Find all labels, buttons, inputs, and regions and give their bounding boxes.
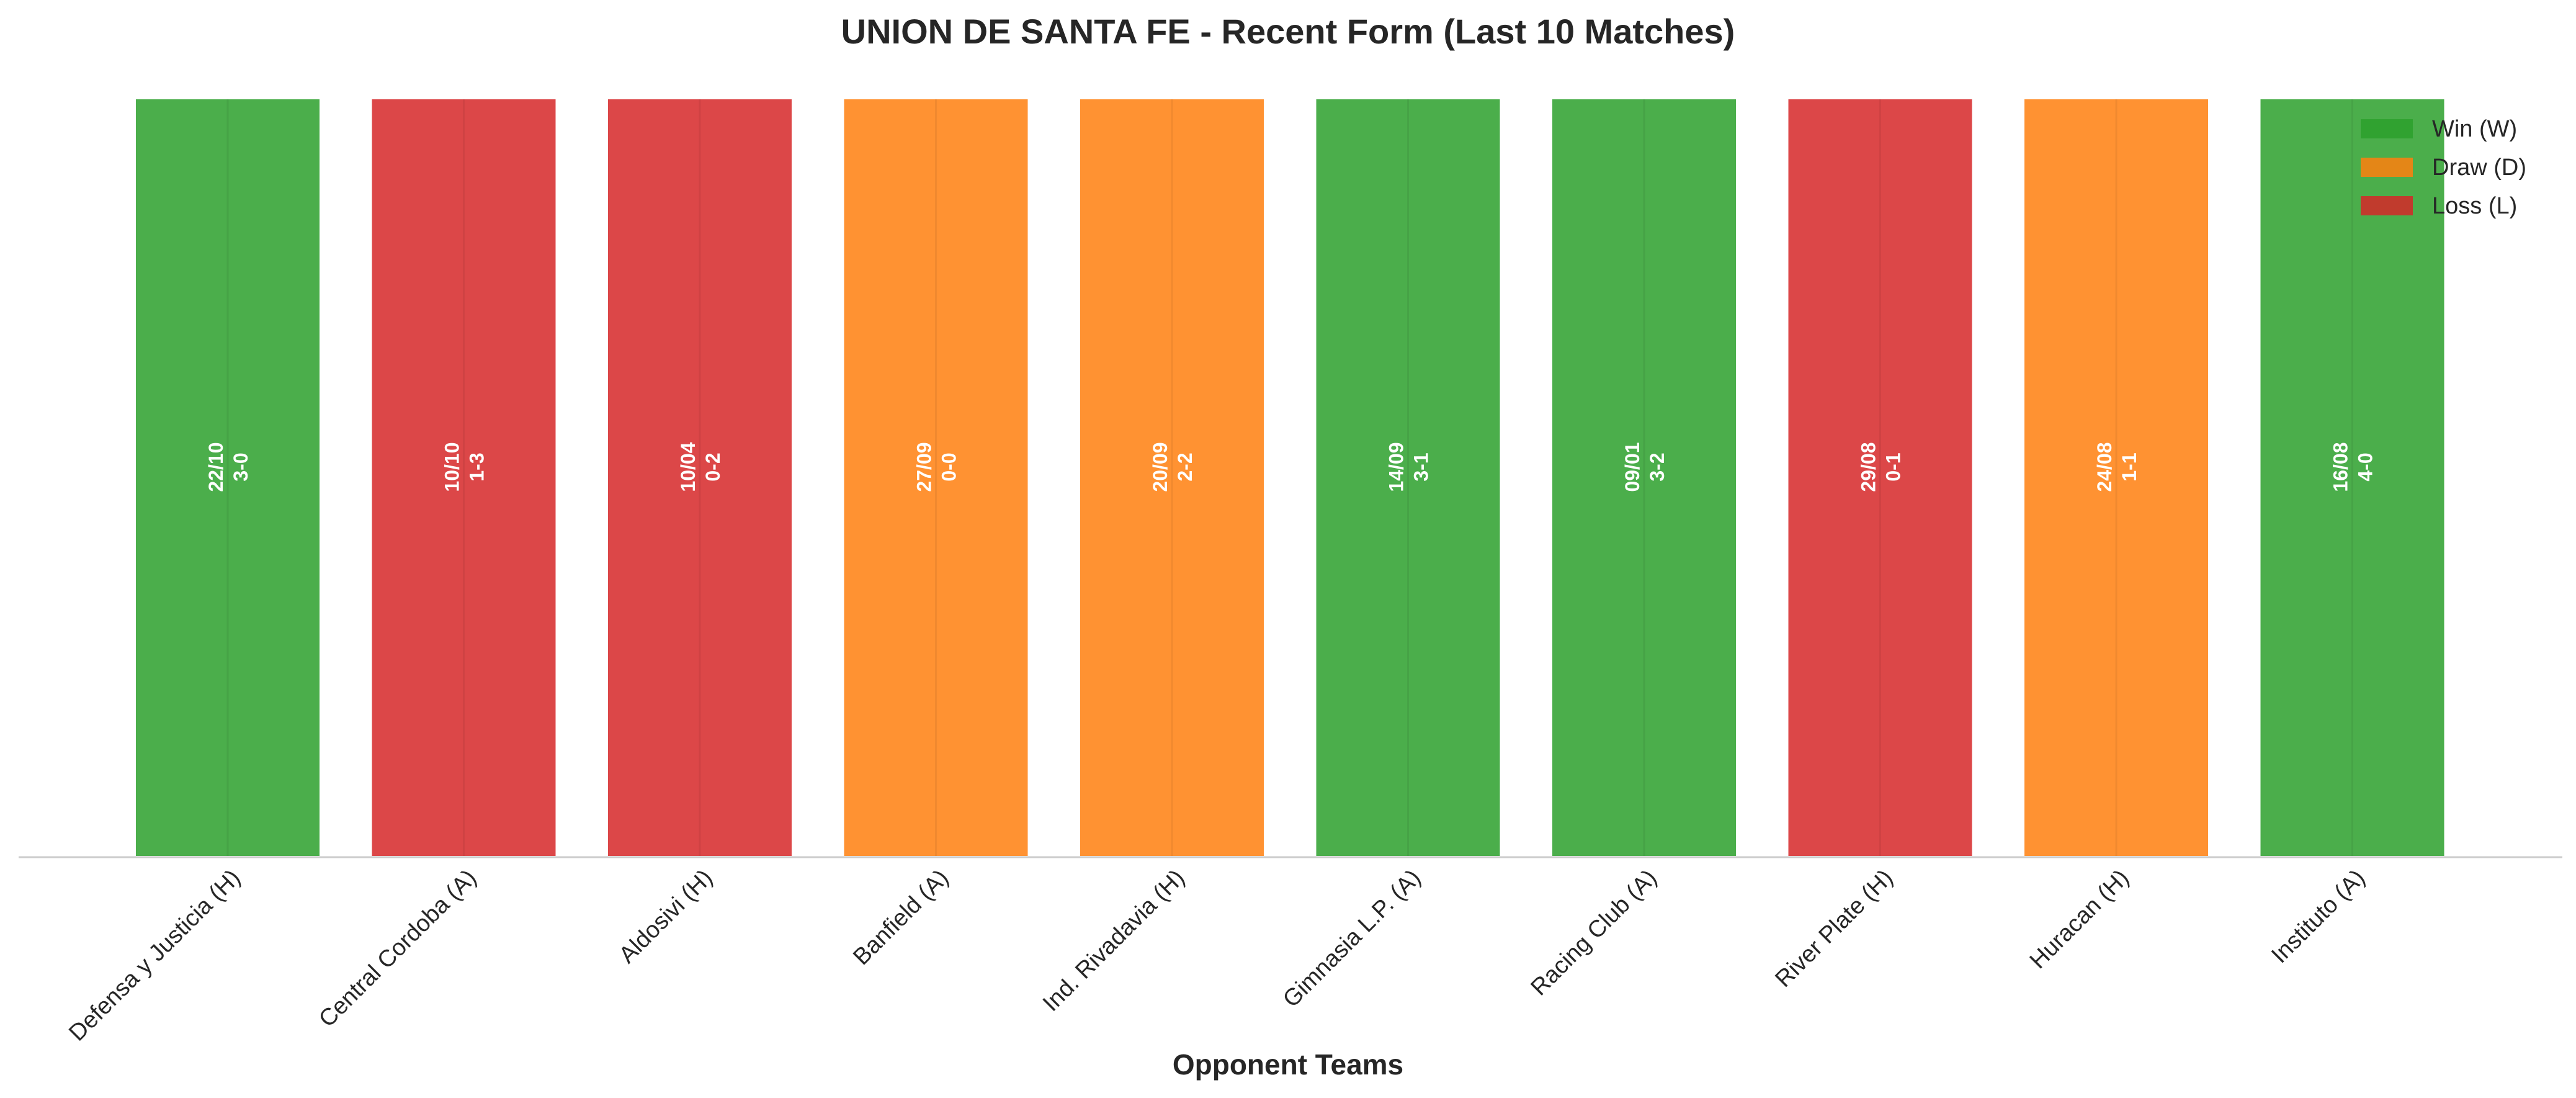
chart-title: UNION DE SANTA FE - Recent Form (Last 10…	[841, 12, 1735, 51]
bar-2	[369, 97, 558, 858]
bar-date-label: 29/08	[1858, 442, 1880, 492]
legend: Win (W) Draw (D) Loss (L)	[2361, 116, 2526, 219]
bar-score-label: 1-3	[466, 452, 488, 481]
legend-swatch-w	[2361, 119, 2413, 138]
x-tick-label: River Plate (H)	[1770, 865, 1898, 992]
bar-1	[133, 97, 322, 858]
bar-date-label: 16/08	[2330, 442, 2352, 492]
bar-3	[606, 97, 794, 858]
bar-date-label: 09/01	[1621, 442, 1644, 492]
bar-label-10: 16/08 4-0	[2330, 442, 2377, 492]
bar-7	[1550, 97, 1738, 858]
x-tick-label: Central Cordoba (A)	[314, 865, 481, 1032]
bar-date-label: 24/08	[2093, 442, 2116, 492]
x-tick-label: Gimnasia L.P. (A)	[1278, 865, 1426, 1012]
bar-10	[2258, 97, 2447, 858]
x-tick-label: Racing Club (A)	[1526, 865, 1661, 1001]
bar-6	[1313, 97, 1503, 858]
legend-swatch-l	[2361, 196, 2413, 215]
x-tick-label: Instituto (A)	[2266, 865, 2370, 968]
bar-score-label: 1-1	[2118, 452, 2140, 481]
bar-date-label: 10/04	[677, 442, 699, 492]
legend-label-l: Loss (L)	[2432, 193, 2517, 219]
legend-swatch-d	[2361, 158, 2413, 177]
bar-label-5: 20/09 2-2	[1149, 442, 1196, 492]
bar-label-9: 24/08 1-1	[2093, 442, 2140, 492]
bar-score-label: 0-0	[938, 452, 960, 481]
bar-label-3: 10/04 0-2	[677, 442, 724, 492]
bar-date-label: 22/10	[205, 442, 227, 492]
bar-label-2: 10/10 1-3	[441, 442, 488, 492]
bar-score-label: 4-0	[2355, 452, 2377, 481]
bars-group: 22/10 3-0 10/10 1-3 10/04 0-2 27/09 0-0 20/09 2-2…	[133, 97, 2447, 858]
bar-score-label: 0-2	[702, 452, 724, 481]
bar-label-4: 27/09 0-0	[913, 442, 960, 492]
x-tick-label: Defensa y Justicia (H)	[64, 865, 246, 1046]
bar-label-1: 22/10 3-0	[205, 442, 252, 492]
bar-4	[841, 97, 1031, 858]
x-tick-label: Banfield (A)	[848, 865, 954, 970]
bar-score-label: 2-2	[1174, 452, 1196, 481]
x-tick-label: Aldosivi (H)	[614, 865, 718, 968]
bar-date-label: 10/10	[441, 442, 463, 492]
bar-score-label: 0-1	[1882, 452, 1905, 481]
bar-score-label: 3-1	[1410, 452, 1433, 481]
bar-score-label: 3-2	[1646, 452, 1668, 481]
bar-label-6: 14/09 3-1	[1385, 442, 1433, 492]
x-tick-label: Huracan (H)	[2025, 865, 2134, 974]
bar-date-label: 27/09	[913, 442, 936, 492]
legend-label-d: Draw (D)	[2432, 155, 2526, 181]
bar-score-label: 3-0	[230, 452, 252, 481]
x-axis-label: Opponent Teams	[1173, 1048, 1403, 1081]
bar-date-label: 20/09	[1149, 442, 1171, 492]
legend-label-w: Win (W)	[2432, 116, 2517, 142]
x-tick-label: Ind. Rivadavia (H)	[1038, 865, 1190, 1017]
x-tick-labels: Defensa y Justicia (H) Central Cordoba (A…	[64, 865, 2370, 1046]
bar-label-8: 29/08 0-1	[1858, 442, 1905, 492]
bar-label-7: 09/01 3-2	[1621, 442, 1668, 492]
bar-date-label: 14/09	[1385, 442, 1408, 492]
bar-5	[1078, 97, 1266, 858]
